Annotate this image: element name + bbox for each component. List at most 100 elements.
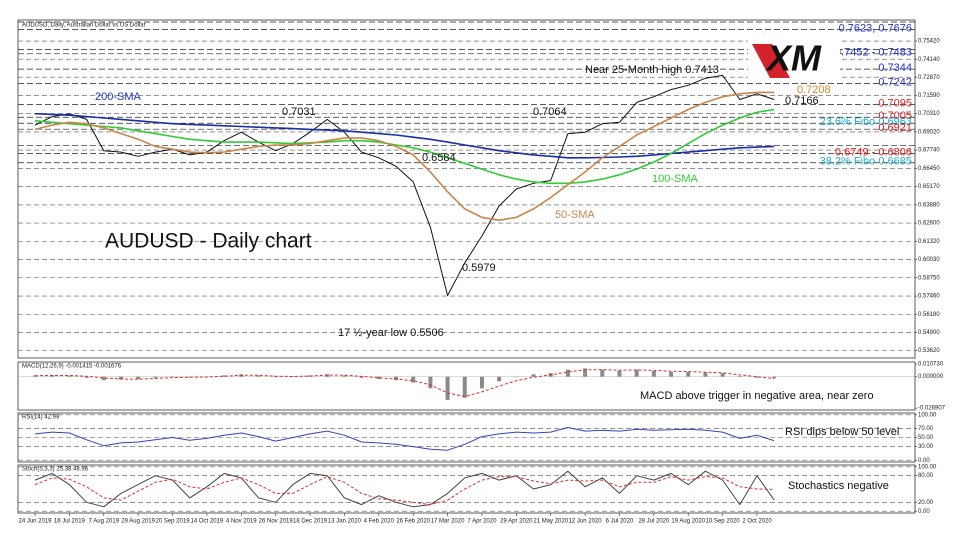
histogram-bar xyxy=(737,376,742,377)
x-tick-label: 2 Oct 2020 xyxy=(742,519,772,525)
x-tick-label: 14 Oct 2019 xyxy=(191,519,224,525)
x-tick-label: 20 Sep 2019 xyxy=(156,519,191,525)
histogram-bar xyxy=(256,375,261,377)
y-tick-label: 0.56180 xyxy=(918,312,940,318)
level-label: 23.6% Fibo 0.6963 xyxy=(820,116,912,128)
histogram-bar xyxy=(583,368,588,377)
annotation: 0.7166 xyxy=(785,95,819,107)
y-tick-label: 0.74140 xyxy=(918,57,940,63)
histogram-bar xyxy=(669,371,674,377)
x-tick-label: 7 Aug 2019 xyxy=(89,519,120,525)
panel-header: MACD(12,26,9) -0.001415 -0.001676 xyxy=(22,364,122,370)
series-line xyxy=(34,369,775,397)
panel-frame xyxy=(17,361,916,411)
x-tick-label: 29 Aug 2019 xyxy=(121,519,155,525)
chart-header: AUDUSD, Daily, Australian Dollar vs US D… xyxy=(22,23,146,29)
panel-header: Stoch(5,3,3) 25.38 48.96 xyxy=(22,467,89,473)
panel-frame xyxy=(17,19,916,359)
logo: XM xyxy=(748,38,840,82)
y-tick-label: 80.00 xyxy=(918,473,934,479)
histogram-bar xyxy=(118,376,123,380)
sma-label: 50-SMA xyxy=(555,209,595,221)
y-tick-label: 0.72870 xyxy=(918,75,940,81)
histogram-bar xyxy=(136,376,141,379)
y-tick-label: 30.00 xyxy=(918,444,934,450)
y-tick-label: 0.71590 xyxy=(918,93,940,99)
series-line xyxy=(34,108,775,185)
chart-title: AUDUSD - Daily chart xyxy=(105,230,312,253)
x-tick-label: 13 Jan 2020 xyxy=(328,519,362,525)
panel-annotation: RSI dips below 50 level xyxy=(785,426,899,438)
y-tick-label: 0.62600 xyxy=(918,221,940,227)
histogram-bar xyxy=(222,375,227,377)
histogram-bar xyxy=(359,376,364,378)
x-tick-label: 26 Nov 2019 xyxy=(259,519,294,525)
x-tick-label: 6 Jul 2020 xyxy=(606,519,634,525)
x-tick-label: 10 Sep 2020 xyxy=(706,519,741,525)
histogram-bar xyxy=(634,369,639,377)
y-tick-label: 20.00 xyxy=(918,500,934,506)
histogram-bar xyxy=(445,376,450,401)
panel-annotation: MACD above trigger in negative area, nea… xyxy=(640,390,874,402)
panel-frame xyxy=(17,464,916,514)
histogram-bar xyxy=(772,376,777,379)
sma-label: 200-SMA xyxy=(95,91,142,103)
y-tick-label: 0.58750 xyxy=(918,275,940,281)
histogram-bar xyxy=(376,376,381,379)
histogram-bar xyxy=(703,372,708,377)
x-tick-label: 28 Jul 2020 xyxy=(638,519,670,525)
level-label: 0.7005 xyxy=(878,110,912,122)
x-tick-label: 16 Jul 2019 xyxy=(54,519,86,525)
histogram-bar xyxy=(67,375,72,377)
annotation: 0.5979 xyxy=(462,262,496,274)
histogram-bar xyxy=(531,374,536,377)
histogram-bar xyxy=(479,376,484,389)
histogram-bar xyxy=(600,369,605,377)
x-tick-label: 26 Feb 2020 xyxy=(396,519,430,525)
y-tick-label: 100.00 xyxy=(918,412,937,418)
y-tick-label: 0.75420 xyxy=(918,39,940,45)
histogram-bar xyxy=(187,376,192,378)
histogram-bar xyxy=(394,376,398,381)
series-line xyxy=(34,112,775,159)
histogram-bar xyxy=(617,370,622,377)
level-label: 0.7242 xyxy=(878,77,912,89)
x-tick-label: 12 Jun 2020 xyxy=(569,519,603,525)
y-tick-label: 0.69020 xyxy=(918,129,940,135)
x-tick-label: 24 Jun 2019 xyxy=(18,519,52,525)
histogram-bar xyxy=(273,376,278,378)
x-tick-label: 18 Dec 2019 xyxy=(293,519,328,525)
annotation: 17 ½-year low 0.5506 xyxy=(338,327,444,339)
y-tick-label: 0.65170 xyxy=(918,184,940,190)
histogram-bar xyxy=(33,375,37,377)
level-label: 0.7623, 0.7676 xyxy=(839,22,912,34)
y-tick-label: 100.00 xyxy=(918,464,937,470)
histogram-bar xyxy=(101,376,106,381)
annotation: 0.7031 xyxy=(282,106,316,118)
series-line xyxy=(34,476,775,506)
level-label: 0.7452 - 0.7483 xyxy=(835,47,912,59)
y-tick-label: 0.00 xyxy=(918,509,930,515)
histogram-bar xyxy=(153,376,158,378)
histogram-bar xyxy=(411,376,416,383)
histogram-bar xyxy=(514,376,519,378)
histogram-bar xyxy=(428,376,433,389)
x-tick-label: 4 Feb 2020 xyxy=(364,519,395,525)
level-label: 38.2% Fibo 0.6685 xyxy=(820,156,912,168)
y-tick-label: 0.67740 xyxy=(918,148,940,154)
x-tick-label: 17 Mar 2020 xyxy=(431,519,465,525)
histogram-bar xyxy=(565,369,570,377)
histogram-bar xyxy=(462,376,467,398)
histogram-bar xyxy=(290,376,295,378)
y-tick-label: 50.00 xyxy=(918,435,934,441)
histogram-bar xyxy=(497,376,502,382)
series-line xyxy=(34,74,775,296)
histogram-bar xyxy=(170,376,175,378)
series-line xyxy=(34,427,775,451)
annotation: 0.7064 xyxy=(533,106,567,118)
y-tick-label: 0.61320 xyxy=(918,239,940,245)
annotation: 0.6584 xyxy=(422,152,456,164)
y-tick-label: 0.66450 xyxy=(918,166,940,172)
logo-text: XM xyxy=(765,38,822,79)
